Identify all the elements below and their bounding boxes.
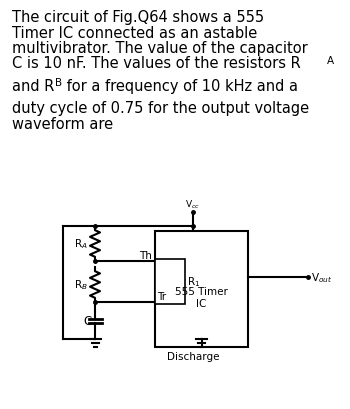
Text: R$_A$: R$_A$ — [74, 237, 88, 251]
Text: A: A — [327, 55, 334, 65]
Text: waveform are: waveform are — [12, 117, 113, 132]
Text: for a frequency of 10 kHz and a: for a frequency of 10 kHz and a — [62, 79, 298, 94]
Text: duty cycle of 0.75 for the output voltage: duty cycle of 0.75 for the output voltag… — [12, 101, 309, 116]
Text: and R: and R — [12, 79, 54, 94]
Text: Th: Th — [139, 250, 152, 261]
Text: V$_{cc}$: V$_{cc}$ — [186, 198, 201, 211]
Text: C: C — [84, 315, 92, 328]
Text: V$_{out}$: V$_{out}$ — [311, 270, 332, 284]
Text: Tr: Tr — [157, 291, 166, 301]
Text: Discharge: Discharge — [167, 351, 219, 361]
Text: R$_B$: R$_B$ — [74, 278, 88, 292]
Text: 555 Timer
IC: 555 Timer IC — [175, 286, 228, 308]
Text: multivibrator. The value of the capacitor: multivibrator. The value of the capacito… — [12, 41, 308, 56]
Bar — [155, 231, 248, 347]
Bar — [155, 259, 185, 304]
Text: C is 10 nF. The values of the resistors R: C is 10 nF. The values of the resistors … — [12, 56, 301, 71]
Text: B: B — [55, 78, 62, 88]
Text: R$_1$: R$_1$ — [187, 275, 200, 289]
Text: Timer IC connected as an astable: Timer IC connected as an astable — [12, 25, 257, 40]
Text: The circuit of Fig.Q64 shows a 555: The circuit of Fig.Q64 shows a 555 — [12, 10, 264, 25]
